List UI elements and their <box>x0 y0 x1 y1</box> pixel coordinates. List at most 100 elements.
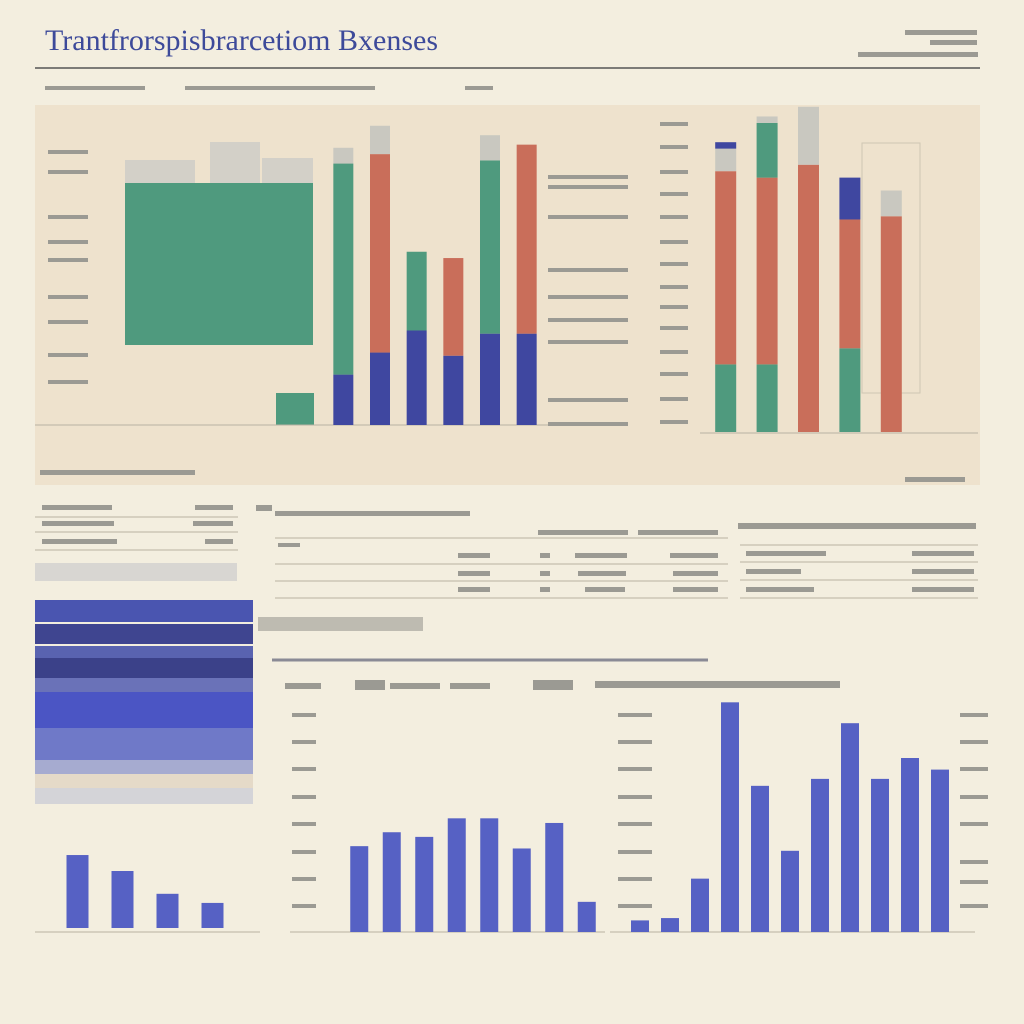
cell <box>585 587 625 592</box>
bar <box>839 177 861 220</box>
caption <box>185 86 375 90</box>
cell <box>746 569 801 574</box>
cell <box>746 587 814 592</box>
bar <box>715 364 737 432</box>
axis-text <box>548 422 628 426</box>
axis-text <box>660 215 688 219</box>
bar <box>756 177 778 365</box>
panel-row <box>35 678 253 692</box>
bar <box>715 171 737 365</box>
axis-text <box>48 150 88 154</box>
axis-text <box>292 740 316 744</box>
axis-text <box>48 295 88 299</box>
axis-text <box>960 767 988 771</box>
left-table <box>35 505 238 581</box>
mid-table <box>256 505 728 599</box>
bar <box>839 219 861 349</box>
header-text <box>930 40 977 45</box>
decoration <box>210 142 260 183</box>
bar <box>201 902 224 928</box>
panel-row <box>35 728 253 760</box>
axis-text <box>292 904 316 908</box>
bar <box>931 769 949 932</box>
axis-text <box>660 420 688 424</box>
legend-text <box>533 680 573 690</box>
bar <box>756 364 778 432</box>
cell <box>42 521 114 526</box>
header-text <box>905 30 977 35</box>
bar <box>406 330 427 425</box>
panel-row <box>35 624 253 644</box>
axis-text <box>618 795 652 799</box>
legend-text <box>355 680 385 690</box>
axis-text <box>548 268 628 272</box>
cell <box>278 543 300 547</box>
axis-text <box>48 240 88 244</box>
axis-text <box>660 285 688 289</box>
legend-text <box>285 683 321 689</box>
axis-text <box>660 305 688 309</box>
bar <box>811 778 829 932</box>
panel-row <box>35 646 253 658</box>
chart-caption <box>595 681 840 688</box>
cell <box>275 511 470 516</box>
row-band <box>35 563 237 581</box>
axis-text <box>960 822 988 826</box>
axis-text <box>660 122 688 126</box>
cell <box>746 551 826 556</box>
bar <box>516 144 537 334</box>
bar <box>577 901 596 932</box>
bar <box>880 190 902 217</box>
bar <box>871 778 889 932</box>
axis-text <box>548 175 628 179</box>
decoration-block <box>276 393 314 425</box>
bar <box>111 871 134 928</box>
bar <box>333 374 354 425</box>
cell <box>458 587 490 592</box>
bar <box>447 818 466 932</box>
axis-text <box>660 240 688 244</box>
bar <box>545 822 564 932</box>
legend-text <box>450 683 490 689</box>
axis-text <box>660 350 688 354</box>
bar <box>66 855 89 928</box>
cell <box>673 587 718 592</box>
axis-text <box>292 767 316 771</box>
cell <box>912 551 974 556</box>
axis-text <box>960 795 988 799</box>
axis-text <box>48 170 88 174</box>
panel-row <box>35 774 253 788</box>
panel-row <box>35 658 253 678</box>
axis-text <box>960 740 988 744</box>
cell <box>540 553 550 558</box>
axis-text <box>292 822 316 826</box>
cell <box>42 539 117 544</box>
axis-placeholders <box>48 122 688 426</box>
bar <box>839 348 861 432</box>
bar <box>798 164 819 433</box>
bar <box>156 893 179 928</box>
bar <box>661 918 679 932</box>
caption <box>40 470 195 475</box>
legend-text <box>390 683 440 689</box>
blue-panel <box>35 600 253 804</box>
bar <box>841 723 859 932</box>
bar <box>480 160 500 334</box>
cell <box>670 553 718 558</box>
axis-text <box>48 258 88 262</box>
cell <box>205 539 233 544</box>
cell <box>540 587 550 592</box>
axis-text <box>292 713 316 717</box>
caption <box>45 86 145 90</box>
decoration <box>125 160 195 183</box>
cell <box>738 523 976 529</box>
bar <box>443 258 464 356</box>
bar <box>382 832 401 932</box>
caption <box>465 86 493 90</box>
axis-text <box>660 170 688 174</box>
axis-text <box>48 353 88 357</box>
header-text <box>858 52 978 57</box>
bar <box>781 850 799 932</box>
cell <box>195 505 233 510</box>
